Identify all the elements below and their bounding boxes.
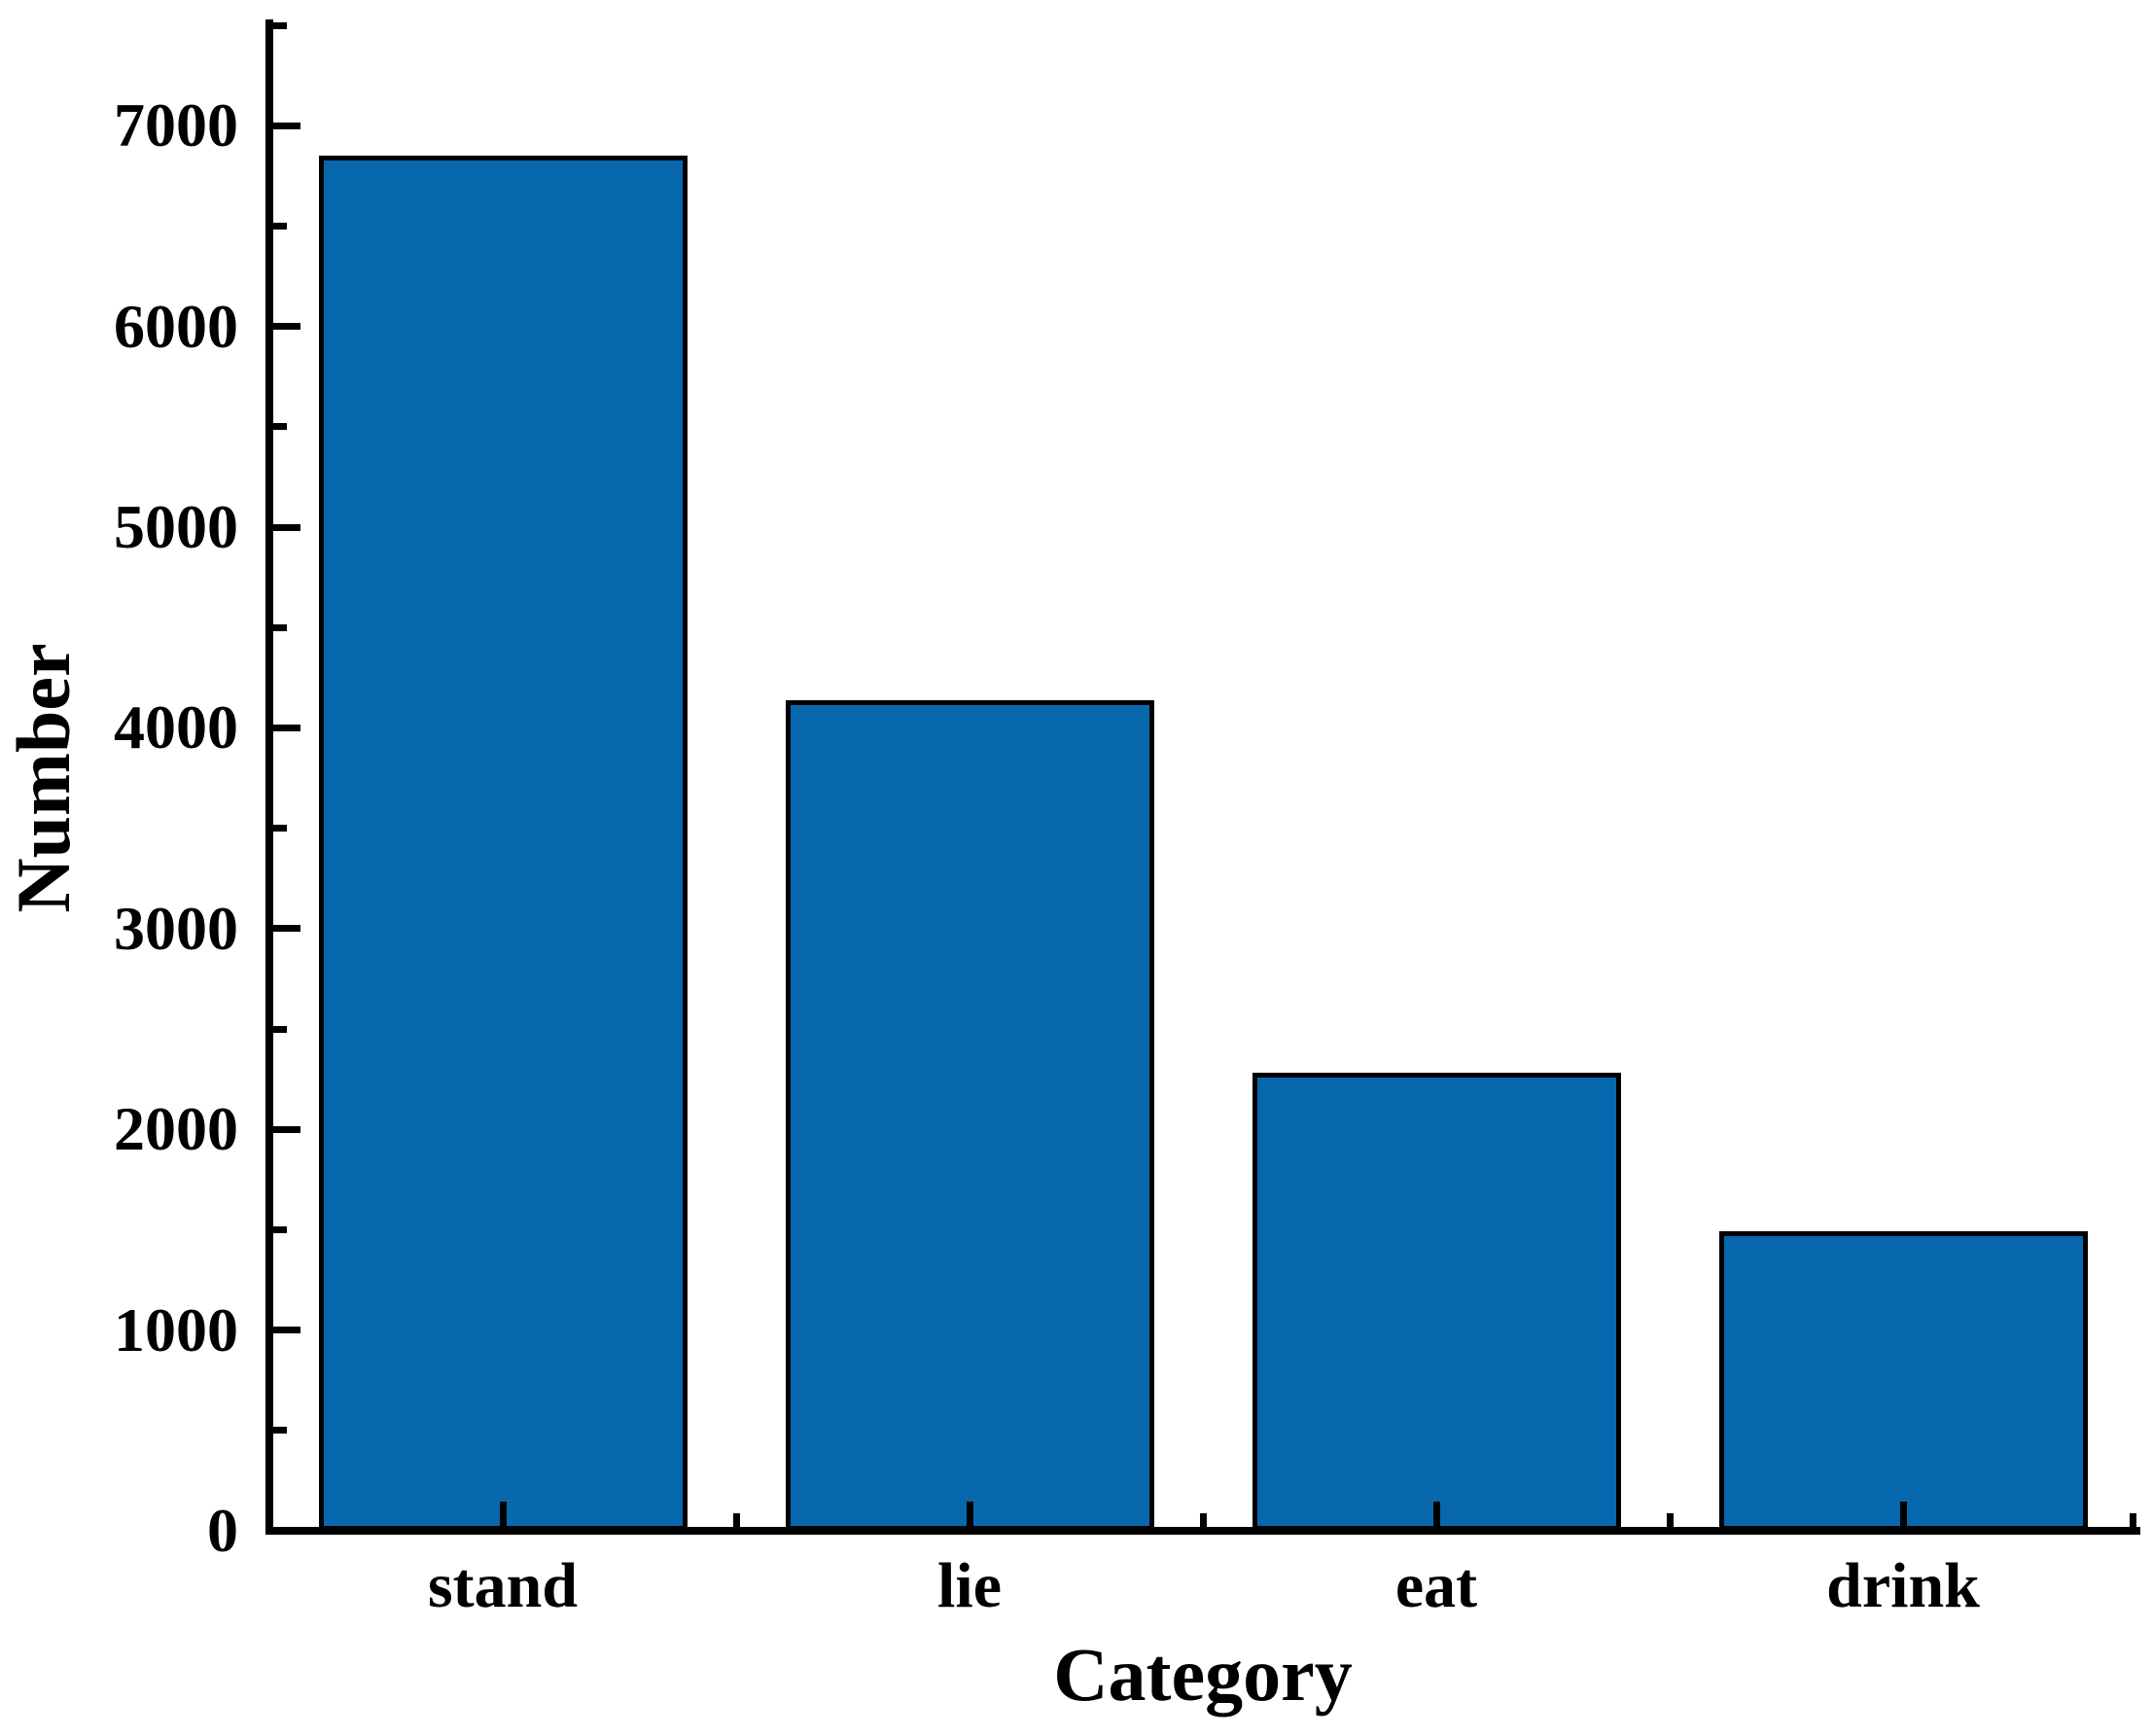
y-major-tick bbox=[273, 1528, 300, 1535]
x-minor-tick bbox=[2130, 1513, 2136, 1527]
x-axis-title: Category bbox=[1053, 1632, 1353, 1717]
y-major-tick bbox=[273, 323, 300, 330]
x-major-tick bbox=[1433, 1502, 1440, 1527]
y-minor-tick bbox=[273, 825, 287, 832]
y-major-tick bbox=[273, 725, 300, 731]
x-tick-label-eat: eat bbox=[1394, 1550, 1478, 1621]
x-axis-line bbox=[265, 1527, 2140, 1535]
y-tick-label: 3000 bbox=[114, 894, 238, 963]
y-minor-tick bbox=[273, 1427, 287, 1434]
y-major-tick bbox=[273, 123, 300, 129]
x-major-tick bbox=[1900, 1502, 1907, 1527]
y-minor-tick bbox=[273, 22, 287, 29]
bar-lie bbox=[786, 700, 1154, 1531]
bar-eat bbox=[1252, 1073, 1621, 1531]
y-tick-label: 1000 bbox=[114, 1295, 238, 1364]
x-major-tick bbox=[500, 1502, 507, 1527]
y-axis-title: Number bbox=[1, 643, 86, 913]
y-tick-label: 4000 bbox=[114, 692, 238, 762]
y-major-tick bbox=[273, 1126, 300, 1133]
x-minor-tick bbox=[1667, 1513, 1674, 1527]
x-major-tick bbox=[967, 1502, 973, 1527]
x-tick-label-lie: lie bbox=[937, 1550, 1002, 1621]
y-major-tick bbox=[273, 524, 300, 531]
y-tick-label: 6000 bbox=[114, 292, 238, 361]
y-minor-tick bbox=[273, 624, 287, 631]
x-minor-tick bbox=[733, 1513, 740, 1527]
y-minor-tick bbox=[273, 1226, 287, 1233]
x-tick-label-stand: stand bbox=[427, 1550, 579, 1621]
bar-stand bbox=[319, 156, 688, 1531]
y-tick-label: 2000 bbox=[114, 1094, 238, 1163]
y-major-tick bbox=[273, 1327, 300, 1333]
y-tick-label: 7000 bbox=[114, 90, 238, 159]
x-tick-label-drink: drink bbox=[1826, 1550, 1980, 1621]
y-axis-line bbox=[265, 19, 273, 1535]
y-major-tick bbox=[273, 925, 300, 932]
y-minor-tick bbox=[273, 1026, 287, 1033]
y-tick-label: 0 bbox=[207, 1496, 238, 1565]
bar-drink bbox=[1719, 1231, 2088, 1531]
y-tick-label: 5000 bbox=[114, 492, 238, 561]
y-minor-tick bbox=[273, 223, 287, 230]
x-minor-tick bbox=[1200, 1513, 1207, 1527]
y-minor-tick bbox=[273, 423, 287, 430]
